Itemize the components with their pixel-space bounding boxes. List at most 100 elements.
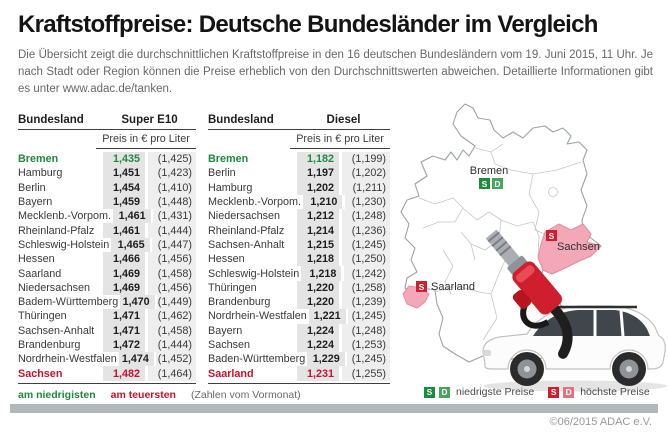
previous-month-cell: (1,199) — [342, 152, 390, 167]
sachsen-super-badge-icon: S — [546, 230, 557, 241]
table-row: Sachsen 1,482 (1,464) — [18, 366, 196, 381]
svg-text:S: S — [419, 282, 425, 292]
previous-month-cell: (1,464) — [148, 366, 196, 381]
previous-month-cell: (1,410) — [148, 180, 196, 195]
price-cell: 1,221 — [308, 309, 346, 324]
price-cell: 1,220 — [297, 294, 339, 310]
state-borders — [418, 143, 582, 341]
table-row: Sachsen 1,224 (1,253) — [208, 337, 390, 353]
table-body: Bremen 1,435 (1,425) Hamburg 1,451 (1,42… — [18, 149, 197, 384]
car-image — [482, 305, 667, 392]
previous-month-cell: (1,449) — [157, 294, 197, 310]
state-cell: Nordrhein-Westfalen — [18, 353, 117, 366]
table-row: Baden-Württemberg 1,229 (1,245) — [208, 352, 390, 367]
table-row: Sachsen-Anhalt 1,471 (1,458) — [18, 323, 196, 338]
price-cell: 1,465 — [111, 237, 150, 253]
price-cell: 1,454 — [103, 180, 145, 195]
state-cell: Sachsen-Anhalt — [208, 238, 285, 251]
saarland-super-badge-icon: S — [416, 281, 427, 292]
state-cell: Saarland — [18, 267, 62, 280]
bremen-diesel-badge-icon: D — [492, 178, 503, 189]
map-legend: S D niedrigste Preise S D höchste Preise — [424, 386, 660, 398]
table-row: Niedersachsen 1,212 (1,248) — [208, 209, 390, 224]
state-cell: Badem-Württemberg — [18, 296, 119, 309]
table-row: Sachsen-Anhalt 1,215 (1,245) — [208, 237, 390, 253]
state-cell: Bremen — [208, 153, 249, 166]
previous-month-cell: (1,458) — [148, 266, 196, 281]
state-cell: Rheinland-Pfalz — [18, 224, 95, 237]
state-cell: Niedersachsen — [18, 281, 91, 294]
price-cell: 1,459 — [103, 194, 145, 210]
previous-month-cell: (1,230) — [345, 194, 390, 210]
price-cell: 1,229 — [307, 352, 345, 367]
column-header-fuel: Diesel — [326, 114, 361, 126]
state-cell: Schleswig-Holstein — [208, 267, 300, 280]
table-row: Nordrhein-Westfalen 1,474 (1,452) — [18, 352, 196, 367]
table-row: Schleswig-Holstein 1,218 (1,242) — [208, 266, 390, 281]
germany-map: Bremen S D S Sachsen S Saarland — [400, 103, 667, 392]
table-row: Thüringen 1,220 (1,258) — [208, 280, 390, 295]
previous-month-cell: (1,245) — [348, 309, 390, 324]
table-row: Hamburg 1,202 (1,211) — [208, 180, 390, 195]
svg-text:S: S — [549, 231, 555, 241]
price-cell: 1,461 — [103, 223, 145, 238]
diesel-highest-badge-icon: D — [563, 386, 575, 398]
previous-month-cell: (1,431) — [153, 209, 196, 224]
previous-month-cell: (1,447) — [152, 237, 196, 253]
previous-month-cell: (1,239) — [342, 294, 390, 310]
state-cell: Berlin — [208, 167, 236, 180]
price-cell: 1,220 — [297, 280, 339, 295]
state-cell: Mecklenb.-Vorpom. — [18, 210, 112, 223]
state-cell: Baden-Württemberg — [208, 353, 306, 366]
price-cell: 1,224 — [297, 337, 339, 353]
state-cell: Brandenburg — [18, 339, 81, 351]
previous-month-cell: (1,458) — [148, 323, 196, 338]
sachsen-map-label: Sachsen — [557, 241, 600, 253]
state-cell: Hessen — [208, 253, 245, 266]
state-cell: Brandenburg — [208, 296, 271, 309]
bremen-map-label: Bremen — [470, 165, 509, 177]
price-cell: 1,231 — [297, 366, 339, 381]
state-cell: Schleswig-Holstein — [18, 238, 110, 251]
previous-month-cell: (1,452) — [156, 352, 196, 367]
state-cell: Hessen — [18, 253, 55, 266]
price-cell: 1,202 — [297, 180, 339, 195]
previous-month-cell: (1,248) — [342, 209, 390, 224]
table-subheader: Preis in € pro Liter — [18, 130, 196, 149]
state-cell: Berlin — [18, 181, 46, 194]
state-cell: Hamburg — [208, 181, 253, 194]
price-cell: 1,451 — [103, 166, 145, 181]
state-cell: Sachsen — [208, 339, 251, 351]
price-unit-label: Preis in € pro Liter — [290, 130, 390, 149]
previous-month-cell: (1,236) — [342, 223, 390, 238]
previous-month-cell: (1,211) — [342, 180, 390, 195]
state-cell: Thüringen — [208, 281, 257, 294]
state-cell: Bremen — [18, 153, 59, 166]
table-row: Rheinland-Pfalz 1,461 (1,444) — [18, 223, 196, 238]
price-cell: 1,470 — [120, 294, 155, 310]
table-row: Berlin 1,454 (1,410) — [18, 180, 196, 195]
previous-month-cell: (1,253) — [342, 337, 390, 353]
table-row: Thüringen 1,471 (1,462) — [18, 309, 196, 324]
price-cell: 1,471 — [103, 309, 145, 324]
table-row: Bayern 1,224 (1,248) — [208, 323, 390, 338]
price-cell: 1,210 — [303, 194, 343, 210]
previous-month-note: (Zahlen vom Vormonat) — [190, 389, 301, 401]
table-row: Hessen 1,466 (1,456) — [18, 252, 196, 267]
highest-price-legend: am teuersten — [110, 389, 176, 401]
price-unit-label: Preis in € pro Liter — [96, 130, 196, 149]
svg-text:D: D — [494, 179, 500, 189]
price-cell: 1,197 — [297, 166, 339, 181]
copyright-text: ©06/2015 ADAC e.V. — [549, 416, 653, 428]
previous-month-cell: (1,456) — [148, 280, 196, 295]
price-tables: Bundesland Super E10 Preis in € pro Lite… — [18, 112, 390, 384]
saarland-map-label: Saarland — [431, 281, 475, 293]
previous-month-cell: (1,444) — [148, 223, 196, 238]
table-row: Nordrhein-Westfalen 1,221 (1,245) — [208, 309, 390, 324]
state-cell: Mecklenb.-Vorpom. — [208, 196, 302, 209]
fuel-nozzle-icon — [485, 229, 573, 359]
previous-month-cell: (1,255) — [342, 366, 390, 381]
column-header-fuel: Super E10 — [121, 114, 178, 126]
berlin-border — [548, 187, 558, 197]
